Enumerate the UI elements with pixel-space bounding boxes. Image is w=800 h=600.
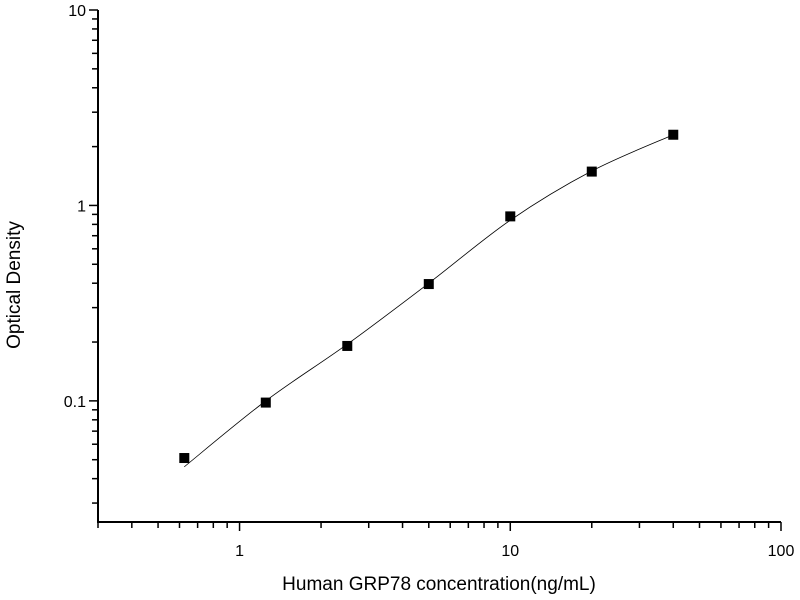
y-axis-title: Optical Density: [4, 221, 25, 349]
data-point: [423, 279, 434, 290]
y-tick-label: 0.1: [64, 394, 86, 411]
data-point: [668, 129, 679, 140]
y-tick-label: 10: [68, 3, 86, 20]
data-points: [179, 129, 679, 464]
x-tick-label: 10: [501, 543, 519, 560]
data-point: [505, 211, 516, 222]
data-point: [342, 340, 353, 351]
x-tick-labels: 1 10 100: [235, 543, 794, 560]
data-point: [586, 166, 597, 177]
x-axis-title: Human GRP78 concentration(ng/mL): [282, 574, 596, 595]
data-point: [179, 453, 190, 464]
y-tick-label: 1: [77, 198, 86, 215]
x-tick-label: 100: [768, 543, 795, 560]
axes: [89, 9, 782, 531]
y-tick-labels: 0.1 1 10: [64, 3, 86, 411]
fit-curve: [184, 134, 674, 468]
data-point: [260, 397, 271, 408]
x-tick-label: 1: [235, 543, 244, 560]
